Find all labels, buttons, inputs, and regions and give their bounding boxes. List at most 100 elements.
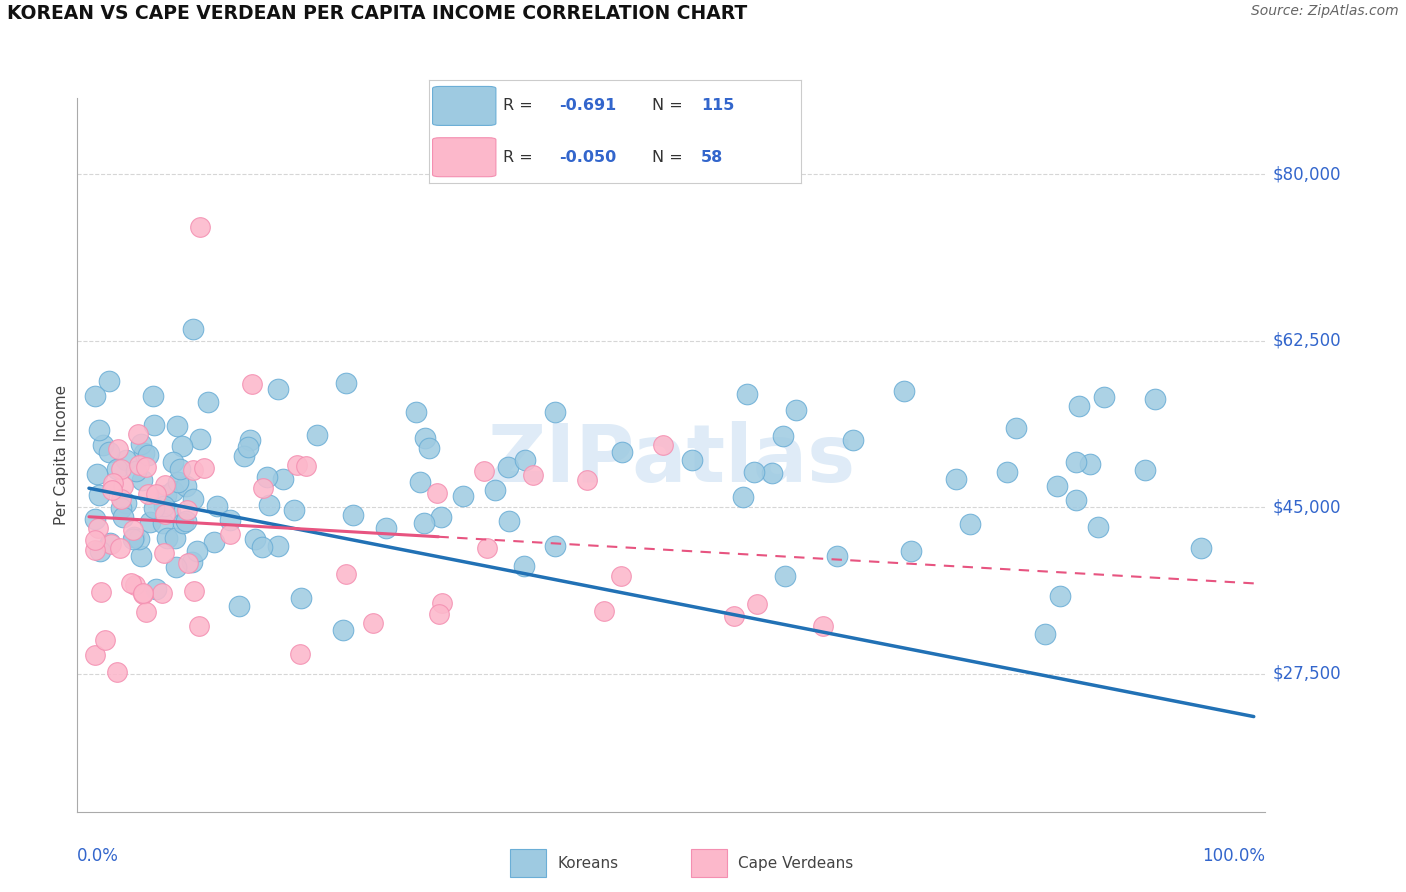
Text: N =: N = [652,98,689,113]
Point [108,541,131,555]
Point [114,496,136,510]
Point [153,500,176,514]
Point [271,472,294,486]
Point [145,487,167,501]
Point [256,470,278,484]
Point [132,587,155,601]
Point [232,450,254,464]
Point [236,440,259,454]
Point [142,500,165,515]
Point [295,459,318,474]
Point [135,460,157,475]
Point [731,490,754,504]
Point [429,510,451,524]
Point [995,465,1018,479]
Text: $80,000: $80,000 [1272,165,1341,183]
Point [132,586,155,600]
Point [132,446,155,460]
Point [159,505,181,519]
Point [335,567,357,582]
Point [219,526,242,541]
Point [97,445,120,459]
Point [97,374,120,388]
Point [472,465,495,479]
Point [170,439,193,453]
Point [152,516,174,530]
Point [825,549,848,563]
Point [745,597,768,611]
Point [228,599,250,613]
Point [152,546,174,560]
Text: Koreans: Koreans [557,855,619,871]
Point [107,442,129,456]
Point [1046,479,1069,493]
Point [893,384,915,399]
Text: -0.691: -0.691 [560,98,616,113]
Point [94,632,117,647]
Point [111,510,134,524]
Point [1069,400,1091,414]
Point [87,488,110,502]
Point [1078,458,1101,472]
Point [188,219,211,234]
Text: Source: ZipAtlas.com: Source: ZipAtlas.com [1251,4,1399,19]
Point [204,535,226,549]
Point [785,403,807,417]
Point [181,555,204,569]
Point [188,432,211,446]
Point [181,322,204,336]
Point [652,438,675,452]
Point [498,515,520,529]
Point [610,445,633,459]
Point [425,486,447,500]
Point [288,647,311,661]
Point [575,473,598,487]
Point [257,499,280,513]
Point [592,604,614,618]
Point [83,389,105,403]
Point [186,544,208,558]
Point [105,665,128,680]
Point [169,462,191,476]
Point [900,543,922,558]
Point [610,569,633,583]
FancyBboxPatch shape [433,137,496,177]
Text: $62,500: $62,500 [1272,332,1341,350]
Text: N =: N = [652,150,689,165]
Point [172,516,194,530]
Point [252,481,274,495]
Point [1033,627,1056,641]
Point [101,483,124,497]
Point [165,559,187,574]
Point [250,540,273,554]
Text: Cape Verdeans: Cape Verdeans [738,855,853,871]
Point [83,543,105,558]
Point [305,428,328,442]
Point [197,395,219,409]
Point [681,453,703,467]
Point [1064,455,1087,469]
Text: $45,000: $45,000 [1272,499,1341,516]
Text: $27,500: $27,500 [1272,665,1341,682]
Point [207,500,229,514]
Point [121,533,143,547]
Point [413,431,436,445]
Point [105,461,128,475]
Point [83,648,105,662]
Point [773,568,796,582]
Text: R =: R = [503,98,538,113]
Point [959,516,981,531]
Point [110,501,132,516]
Point [1049,589,1071,603]
Point [166,419,188,434]
Point [128,458,150,473]
Point [945,472,967,486]
Point [139,515,162,529]
Point [513,453,536,467]
Text: 100.0%: 100.0% [1202,847,1265,865]
Point [129,549,152,564]
Point [136,487,159,501]
Point [811,619,834,633]
Point [174,514,197,528]
Point [361,615,384,630]
